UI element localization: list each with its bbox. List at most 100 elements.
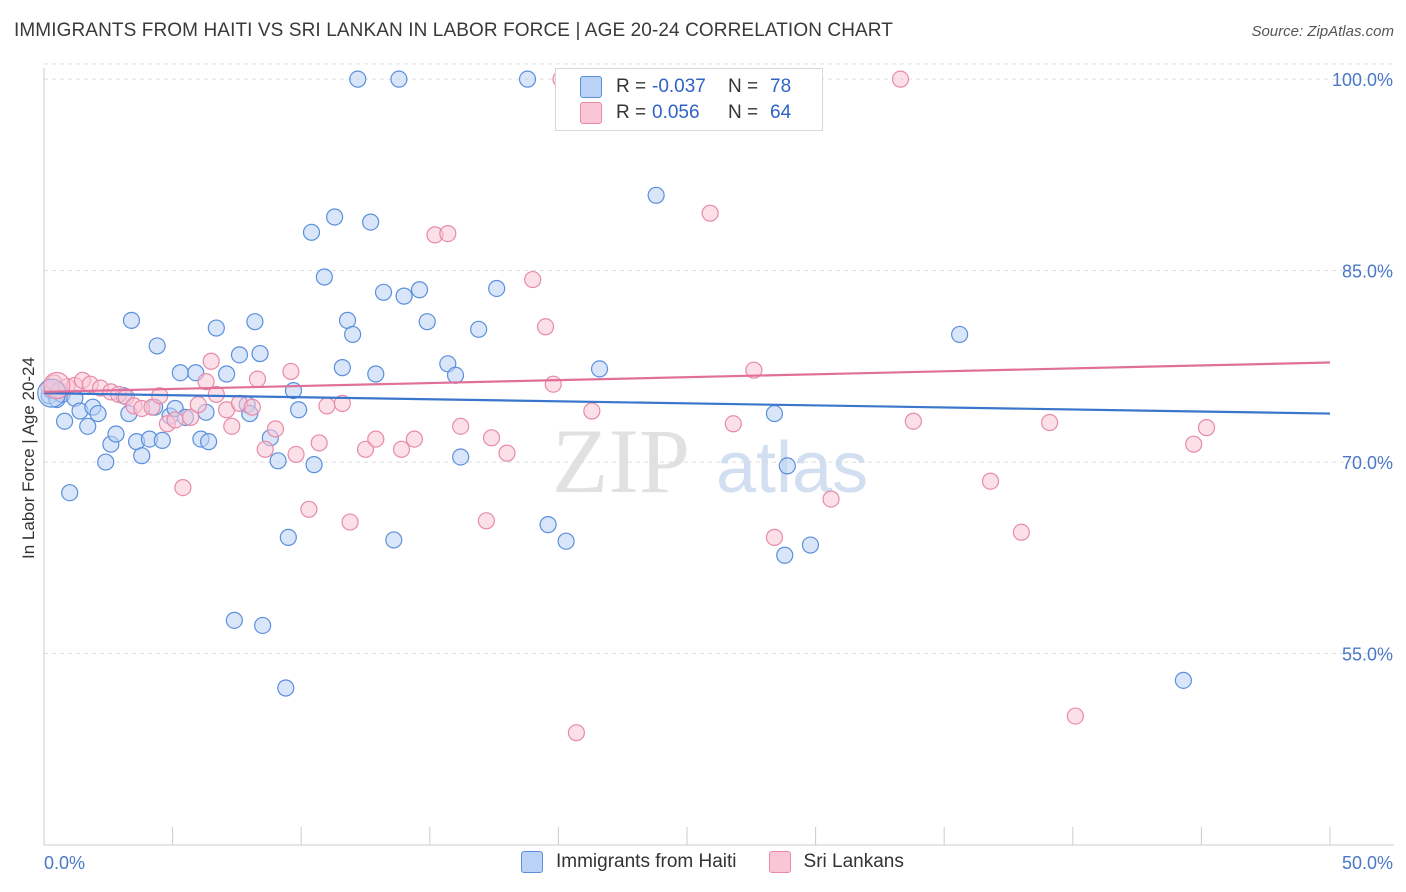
sri-lankan-point (1066, 707, 1084, 725)
sri-lankan-point (392, 440, 411, 458)
sri-lankan-point (765, 528, 784, 546)
sri-lankan-point (583, 402, 601, 420)
r-label: R = (616, 102, 647, 123)
haiti-point (557, 532, 575, 550)
sri-lankan-point (356, 440, 375, 458)
haiti-point (418, 313, 436, 331)
sri-lankan-point (202, 352, 220, 370)
haiti-point (122, 311, 141, 329)
haiti-point (452, 448, 470, 466)
haiti-point (153, 431, 171, 449)
source-label: Source: ZipAtlas.com (1251, 23, 1394, 40)
sri-lankan-point (405, 430, 423, 448)
sri-lankan-point (477, 512, 495, 530)
n-value: 64 (770, 102, 792, 123)
y-tick-label: 85.0% (1342, 262, 1393, 282)
sri-lankan-point (287, 445, 305, 464)
haiti-point (446, 366, 465, 384)
haiti-point (590, 360, 609, 378)
watermark: ZIP atlas (552, 410, 868, 512)
series-legend: Immigrants from Haiti Sri Lankans (521, 851, 936, 873)
y-tick-label: 70.0% (1342, 453, 1393, 473)
sri-lankan-point (248, 370, 267, 388)
sri-lankan-point (189, 396, 207, 414)
sri-lankan-point (197, 373, 215, 391)
haiti-point (279, 528, 297, 546)
sri-lankan-point (701, 204, 719, 222)
haiti-point (225, 611, 243, 629)
haiti-point (315, 268, 333, 286)
sri-swatch (580, 102, 602, 124)
legend-item-haiti[interactable]: Immigrants from Haiti (521, 851, 737, 873)
y-tick-label: 100.0% (1332, 70, 1393, 90)
sri-lankan-point (174, 479, 192, 497)
haiti-point (374, 283, 393, 301)
haiti-point (367, 365, 385, 383)
sri-lankan-point (1185, 435, 1203, 453)
haiti-point (302, 223, 321, 241)
legend-item-sri-lankans[interactable]: Sri Lankans (768, 851, 904, 873)
haiti-point (647, 186, 665, 204)
sri-lankan-trend-line (43, 361, 1331, 393)
stats-legend: R = -0.037 N = 78 R = 0.056 N = 64 (555, 68, 823, 131)
stats-legend-row-sri: R = 0.056 N = 64 (580, 100, 791, 126)
axes-layer: 55.0% 70.0% 85.0% 100.0% (43, 68, 1394, 846)
sri-lankan-point (310, 434, 328, 452)
haiti-point (133, 447, 151, 465)
sri-lankan-point (223, 417, 241, 435)
haiti-point (246, 313, 264, 331)
haiti-point (148, 337, 166, 355)
watermark-zip: ZIP (552, 410, 690, 512)
haiti-point (89, 404, 107, 423)
sri-lankan-point (567, 724, 586, 742)
points-layer (37, 70, 1216, 742)
haiti-point (801, 536, 820, 554)
haiti-point (470, 320, 488, 338)
haiti-swatch (580, 76, 602, 98)
x-tick-min: 0.0% (44, 853, 85, 873)
legend-label-sri-lankans: Sri Lankans (803, 851, 904, 872)
sri-lankan-point (282, 362, 300, 381)
haiti-point (97, 453, 115, 471)
legend-swatch-sri-lankans (768, 851, 791, 873)
sri-lankan-point (439, 224, 457, 243)
sri-lankan-point (498, 444, 516, 462)
legend-swatch-haiti (521, 851, 543, 873)
sri-lankan-point (544, 375, 562, 393)
sri-lankan-point (166, 411, 184, 429)
sri-lankan-point (452, 417, 470, 435)
y-axis-title: In Labor Force | Age 20-24 (19, 357, 38, 559)
haiti-point (776, 546, 794, 564)
sri-lankan-point (1041, 413, 1059, 432)
haiti-point (385, 531, 403, 549)
haiti-point (61, 484, 79, 502)
n-label: N = (728, 102, 759, 123)
haiti-point (290, 401, 308, 419)
r-value: 0.056 (652, 102, 700, 123)
haiti-point (362, 213, 380, 231)
sri-lankan-point (981, 472, 1000, 490)
sri-lankan-point (724, 415, 742, 433)
haiti-point (333, 359, 351, 377)
haiti-point (326, 208, 344, 226)
haiti-point (200, 433, 218, 451)
haiti-point (349, 70, 367, 88)
haiti-point (218, 365, 236, 383)
x-tick-max: 50.0% (1342, 853, 1393, 873)
sri-lankan-point (482, 429, 501, 447)
haiti-point (277, 679, 295, 697)
sri-lankan-point (341, 513, 359, 531)
sri-lankan-point (300, 500, 318, 518)
sri-lankan-point (182, 408, 200, 426)
haiti-point (778, 457, 796, 475)
stats-legend-row-haiti: R = -0.037 N = 78 (580, 74, 791, 100)
r-label: R = (616, 76, 647, 97)
haiti-point (1174, 671, 1192, 689)
n-label: N = (728, 76, 759, 97)
haiti-point (79, 417, 97, 435)
haiti-point (344, 325, 362, 344)
haiti-point (269, 452, 287, 470)
sri-lankan-point (904, 412, 922, 430)
haiti-point (390, 70, 408, 88)
